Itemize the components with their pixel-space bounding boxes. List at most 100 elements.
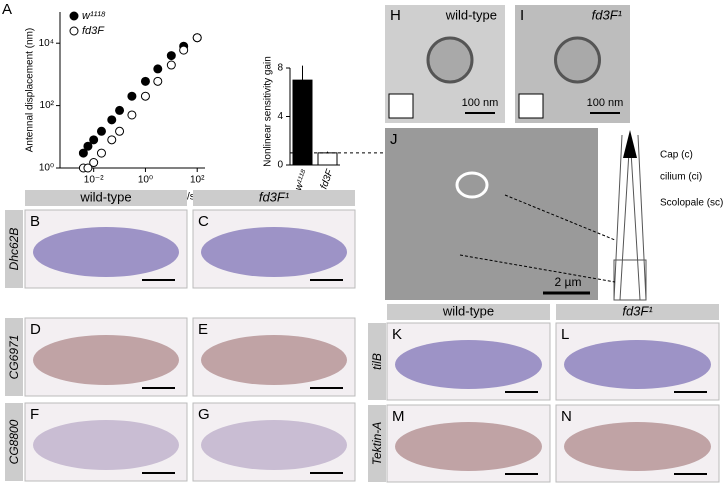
embryo — [564, 422, 711, 471]
inset — [518, 93, 544, 119]
panel-label: J — [390, 131, 398, 148]
row-title: Dhc62B — [7, 228, 21, 271]
column-title: fd3F¹ — [622, 303, 653, 318]
axoneme — [554, 36, 601, 84]
embryo — [201, 420, 347, 470]
dendrite — [613, 259, 647, 301]
data-point — [127, 91, 137, 101]
axoneme — [426, 36, 474, 84]
data-point — [127, 110, 137, 120]
embryo — [33, 420, 179, 470]
legend-label: fd3F — [82, 25, 105, 37]
panel-label: K — [392, 326, 402, 343]
embryo — [564, 340, 711, 389]
x-tick-label: fd3F — [319, 167, 336, 190]
embryo — [395, 340, 542, 389]
data-point — [140, 91, 150, 101]
diagram-label: cilium (ci) — [660, 172, 702, 183]
panel-label: M — [392, 408, 405, 425]
panel-label: A — [2, 1, 12, 18]
diagram-label: Scolopale (sc) — [660, 198, 723, 209]
row-title: CG8800 — [7, 419, 21, 464]
data-point — [107, 135, 117, 145]
data-point — [140, 76, 150, 86]
y-tick-label: 8 — [277, 63, 283, 74]
embryo — [201, 335, 347, 385]
x-tick-label: 10² — [190, 175, 205, 186]
embryo — [201, 227, 347, 277]
data-point — [78, 148, 88, 158]
panel-label: F — [30, 406, 39, 423]
scale-label: 100 nm — [587, 97, 624, 109]
diagram-label: Cap (c) — [660, 150, 693, 161]
y-tick-label: 10⁴ — [39, 38, 54, 49]
data-point — [166, 60, 176, 70]
legend-label: w¹¹¹⁸ — [82, 10, 106, 22]
embryo — [33, 335, 179, 385]
data-point — [89, 135, 99, 145]
data-point — [115, 105, 125, 115]
data-point — [83, 163, 93, 173]
bar — [317, 152, 338, 166]
panel-label: G — [198, 406, 210, 423]
data-point — [96, 126, 106, 136]
panel-label: D — [30, 321, 41, 338]
data-point — [192, 33, 202, 43]
data-point — [115, 126, 125, 136]
data-point — [83, 141, 93, 151]
row-header — [5, 210, 23, 288]
data-point — [153, 64, 163, 74]
row-header — [368, 323, 386, 400]
panel-label: N — [561, 408, 572, 425]
x-tick-label: w¹¹¹⁸ — [293, 168, 311, 192]
data-point — [153, 76, 163, 86]
scale-label: 100 nm — [462, 97, 499, 109]
row-header — [368, 405, 386, 482]
column-header — [556, 304, 719, 320]
data-point — [179, 45, 189, 55]
embryo — [33, 227, 179, 277]
x-tick-label: 10⁰ — [138, 175, 153, 186]
highlight — [455, 171, 489, 199]
bar — [292, 79, 313, 166]
row-header — [5, 318, 23, 396]
row-title: CG6971 — [7, 335, 21, 380]
x-tick-label: 10⁻² — [84, 175, 104, 186]
panel-label: B — [30, 213, 40, 230]
row-title: tilB — [370, 353, 384, 370]
row-header — [5, 403, 23, 481]
scolopidium — [613, 134, 647, 301]
legend-marker — [69, 26, 79, 36]
column-header — [193, 190, 355, 206]
data-point — [96, 148, 106, 158]
y-axis-label: Antennal displacement (nm) — [25, 28, 36, 153]
panel-title: fd3F¹ — [592, 7, 623, 22]
column-title: wild-type — [79, 189, 131, 204]
y-tick-label: 10² — [40, 100, 55, 111]
inset — [388, 93, 414, 119]
y-tick-label: 10⁰ — [39, 163, 54, 174]
micrograph — [385, 128, 598, 300]
y-tick-label: 0 — [277, 160, 283, 171]
data-point — [166, 51, 176, 61]
data-point — [107, 115, 117, 125]
legend-marker — [69, 11, 79, 21]
pointer — [459, 254, 616, 283]
panel-label: E — [198, 321, 208, 338]
row-title: Tektin-A — [370, 422, 384, 466]
data-point — [89, 158, 99, 168]
y-tick-label: 4 — [277, 111, 283, 122]
panel-label: L — [561, 326, 569, 343]
embryo — [395, 422, 542, 471]
column-header — [25, 190, 187, 206]
scale-label: 2 µm — [555, 275, 582, 289]
column-title: fd3F¹ — [259, 189, 290, 204]
y-axis-label: Nonlinear sensitivity gain — [263, 56, 274, 167]
panel-label: I — [520, 7, 524, 24]
column-header — [387, 304, 550, 320]
cap — [623, 130, 637, 158]
column-title: wild-type — [442, 303, 494, 318]
panel-label: C — [198, 213, 209, 230]
panel-title: wild-type — [445, 7, 497, 22]
